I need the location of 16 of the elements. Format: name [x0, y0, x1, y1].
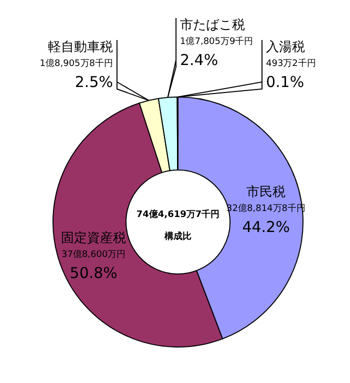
- data-label: 44.2%: [242, 218, 290, 236]
- slice-label: 市民税: [246, 184, 286, 200]
- data-label: 2.4%: [180, 51, 218, 69]
- data-label: 50.8%: [70, 264, 118, 282]
- data-label: 0.1%: [266, 73, 304, 91]
- text: 構成比: [164, 231, 192, 242]
- slice-label: 市たばこ税: [180, 18, 245, 33]
- slice-label: 軽自動車税: [48, 40, 113, 55]
- data-label: 2.5%: [74, 73, 113, 91]
- slice-label: 固定資産税: [61, 230, 126, 246]
- text: 1億7,805万9千円: [180, 37, 254, 47]
- text: 1億8,905万8千円: [40, 59, 113, 69]
- slice-label: 入湯税: [266, 40, 305, 55]
- text: 74億4,619万7千円: [136, 209, 220, 220]
- text: 493万2千円: [266, 59, 316, 69]
- text: 37億8,600万円: [61, 250, 126, 260]
